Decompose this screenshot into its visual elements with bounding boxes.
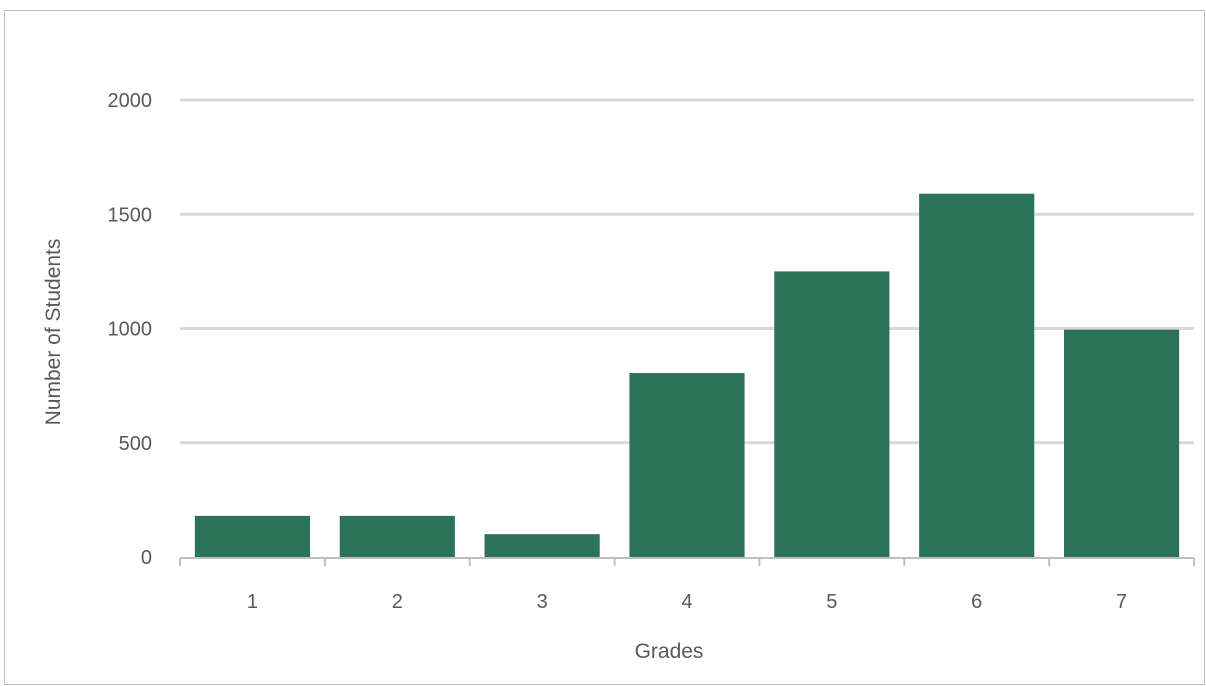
y-axis-tick-labels: 0 500 1000 1500 2000: [108, 90, 153, 569]
bar-grade-7: [1063, 329, 1180, 557]
x-axis-tick-labels: 1 2 3 4 5 6 7: [247, 591, 1127, 613]
y-tick-label: 0: [141, 547, 152, 569]
bar-grade-4: [629, 373, 745, 557]
bar-grade-2: [339, 515, 455, 557]
x-tick-label: 7: [1116, 591, 1127, 613]
bar-grade-1: [194, 515, 311, 557]
bars: [194, 193, 1180, 557]
y-tick-label: 500: [119, 433, 152, 455]
y-axis-title: Number of Students: [42, 239, 65, 426]
x-tick-label: 5: [826, 591, 837, 613]
x-tick-label: 3: [537, 591, 548, 613]
x-tick-label: 1: [247, 591, 258, 613]
x-tick-label: 4: [681, 591, 692, 613]
y-tick-label: 1500: [108, 204, 153, 226]
bar-grade-5: [774, 271, 890, 557]
x-tick-label: 6: [971, 591, 982, 613]
x-axis-title: Grades: [635, 640, 704, 663]
y-tick-label: 1000: [108, 319, 153, 341]
x-tick-label: 2: [392, 591, 403, 613]
y-tick-label: 2000: [108, 90, 153, 112]
x-axis: [179, 557, 1195, 566]
bar-grade-6: [919, 193, 1035, 557]
bar-grade-3: [484, 534, 600, 557]
